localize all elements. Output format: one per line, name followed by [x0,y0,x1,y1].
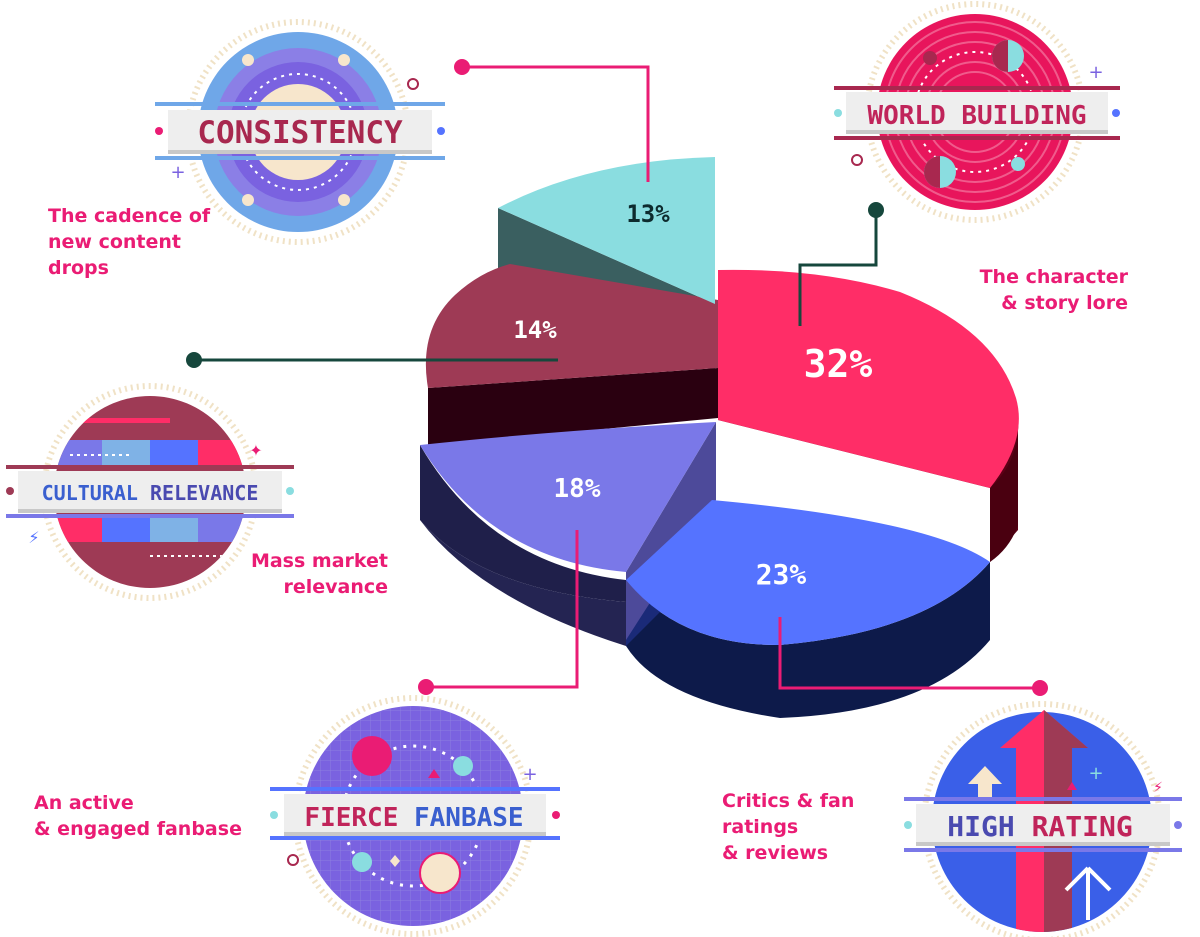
badge-consistency-title: CONSISTENCY [197,115,403,151]
ring-icon [407,78,419,90]
slice-fierce-fanbase-side-2 [420,520,626,646]
arrow-up-icon [968,766,1002,800]
badge-high-word2: RATING [1032,810,1133,843]
plus-icon: + [522,764,537,785]
desc-cultural-relevance: Mass market relevance [250,550,388,598]
label-fierce-fanbase: 18% [554,474,601,504]
badge-high-rating: HIGH RATING + ⚡ [904,701,1182,937]
connector-dot-world-building [868,202,884,218]
connector-dot-high-rating [1032,680,1048,696]
plus-icon: + [1088,763,1103,784]
sparkle-icon: ✦ [249,441,262,460]
label-world-building: 32% [804,342,873,386]
desc-fierce-fanbase: An active & engaged fanbase [34,792,242,840]
slice-fierce-fanbase-side [420,445,626,602]
flame-icon [352,736,392,776]
badge-consistency: CONSISTENCY + [155,19,445,245]
sparkle-icon: ⚡ [1153,780,1163,796]
slice-consistency [498,157,715,304]
plus-icon: + [170,162,185,183]
bolt-icon: ⚡ [28,528,39,547]
label-high-rating: 23% [756,558,807,591]
triangle-icon [1067,782,1077,790]
badge-fierce-word1: FIERCE [304,803,398,833]
connector-dot-fierce-fanbase [418,679,434,695]
connector-high-rating [778,617,1040,690]
slice-fierce-fanbase [420,422,716,572]
arrow-up-outline-icon [1064,866,1112,920]
diamond-icon [390,855,400,867]
desc-world-building: The character & story lore [979,266,1128,314]
ring-icon [851,154,863,166]
slice-world-building [718,269,1019,488]
slice-cultural-relevance-side [428,368,718,446]
label-cultural-relevance: 14% [513,316,557,344]
badge-world-building-title: WORLD BUILDING [867,101,1086,131]
connector-dot-consistency [454,59,470,75]
smile-icon [453,756,473,776]
badge-high-word1: HIGH [947,810,1014,843]
badge-cultural-word1: CULTURAL [42,481,138,505]
badge-fierce-fanbase-title: FIERCE FANBASE [304,803,523,833]
pie-tops [420,157,1019,646]
badge-high-rating-title: HIGH RATING [947,810,1132,843]
slice-world-building-side-outer [990,410,1019,562]
desc-high-rating: Critics & fan ratings & reviews [722,790,855,864]
badge-fierce-fanbase: FIERCE FANBASE + [270,695,560,937]
badge-fierce-word2: FANBASE [414,803,524,833]
connector-world-building [798,210,878,326]
plus-icon: + [1088,62,1103,83]
slice-high-rating-side [626,562,990,718]
ring-icon [287,854,299,866]
flame-icon [419,852,461,894]
badge-cultural-relevance-title: CULTURAL RELEVANCE [42,481,259,505]
badge-world-building: WORLD BUILDING + [834,1,1120,223]
desc-consistency: The cadence of new content drops [48,205,211,279]
connectors [194,65,1040,690]
slice-high-rating [626,500,990,646]
pie-labels: 13% 14% 32% 18% 23% [513,200,872,591]
triangle-icon [428,769,440,778]
smile-icon [352,852,372,872]
connector-fierce-fanbase [426,530,579,689]
badge-cultural-word2: RELEVANCE [150,481,258,505]
label-consistency: 13% [626,200,670,228]
connector-consistency [462,65,650,182]
connector-dot-cultural-relevance [186,352,202,368]
slice-cultural-relevance [425,264,718,388]
